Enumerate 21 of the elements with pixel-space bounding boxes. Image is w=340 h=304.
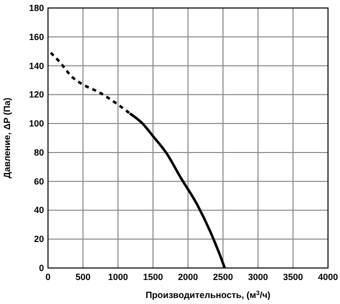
x-tick-label: 3500 xyxy=(282,272,304,282)
x-tick-label: 2000 xyxy=(178,272,198,282)
y-axis-title: Давление, ΔP (Па) xyxy=(2,98,12,178)
y-tick-label: 120 xyxy=(28,90,44,100)
x-tick-label: 0 xyxy=(45,272,51,282)
y-tick-label: 140 xyxy=(28,60,44,71)
x-tick-label: 1000 xyxy=(108,272,128,282)
y-tick-label: 0 xyxy=(38,263,44,273)
y-tick-label: 60 xyxy=(34,176,44,186)
y-tick-label: 80 xyxy=(34,147,44,158)
y-tick-label: 20 xyxy=(34,234,44,244)
y-tick-label: 160 xyxy=(28,32,44,42)
x-tick-label: 3000 xyxy=(248,272,268,282)
x-tick-label: 1500 xyxy=(142,272,164,282)
x-tick-label: 4000 xyxy=(318,272,338,282)
x-tick-label: 500 xyxy=(75,272,91,282)
x-axis-title: Производительность, (м$^{3}$/ч) xyxy=(146,290,270,300)
y-tick-label: 180 xyxy=(28,3,44,13)
y-tick-label: 100 xyxy=(28,118,44,129)
x-tick-label: 2500 xyxy=(212,272,234,282)
y-tick-label: 40 xyxy=(34,205,44,216)
